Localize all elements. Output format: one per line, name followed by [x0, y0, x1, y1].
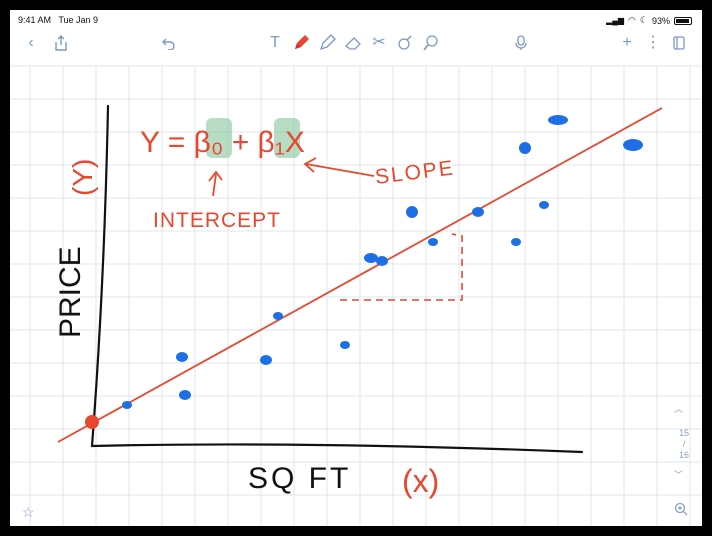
wifi-icon: ◠ — [628, 15, 636, 25]
data-point — [472, 207, 484, 217]
data-point — [176, 352, 188, 362]
signal-icon: ▂▄▆ — [606, 16, 625, 25]
scissors-icon[interactable]: ✂ — [372, 34, 386, 51]
data-point — [539, 201, 549, 209]
data-point — [376, 256, 388, 266]
page-total: 16 — [678, 450, 689, 460]
intercept-arrow — [208, 170, 223, 197]
status-date: Tue Jan 9 — [58, 15, 99, 25]
status-time-date: 9:41 AM Tue Jan 9 — [18, 15, 98, 25]
x-axis-stroke — [90, 443, 584, 454]
data-point — [260, 355, 272, 365]
battery-icon — [674, 16, 692, 25]
status-time: 9:41 AM — [18, 15, 52, 25]
eraser-icon[interactable] — [342, 33, 364, 53]
intercept-point — [85, 415, 99, 429]
image-icon[interactable] — [394, 33, 416, 53]
y-axis-variable: (Y) — [67, 159, 98, 196]
page-current: 15 — [678, 428, 689, 438]
beta0-highlight — [206, 118, 232, 158]
page-down-icon[interactable]: ﹀ — [674, 470, 684, 480]
page-up-icon[interactable]: ︿ — [674, 404, 684, 414]
slope-label: SLOPE — [374, 156, 456, 189]
chevron-left-icon[interactable]: ‹ — [28, 34, 34, 51]
data-point — [511, 238, 521, 246]
add-icon[interactable]: + — [622, 34, 632, 51]
star-icon[interactable]: ☆ — [22, 504, 35, 520]
data-point — [428, 238, 438, 246]
moon-icon: ☾ — [639, 15, 648, 25]
regression-line — [57, 107, 663, 443]
zoom-icon[interactable] — [674, 502, 688, 519]
mic-icon[interactable] — [510, 33, 532, 53]
page-indicator: 15 / 16 — [672, 428, 696, 461]
y-axis-stroke — [90, 104, 110, 448]
slope-arrow — [303, 157, 375, 177]
x-axis-variable: (x) — [402, 463, 439, 499]
slope-triangle — [340, 233, 463, 301]
pen-icon[interactable] — [290, 33, 312, 53]
x-axis-label: SQ FT — [248, 462, 351, 495]
data-point — [623, 139, 643, 151]
data-point — [340, 341, 350, 349]
notes-app-window: 9:41 AM Tue Jan 9 ▂▄▆ ◠ ☾ 93% ‹ T ✂ — [10, 10, 702, 526]
data-points — [122, 115, 643, 409]
data-point — [548, 115, 568, 125]
intercept-label: INTERCEPT — [153, 209, 281, 232]
text-icon[interactable]: T — [270, 34, 280, 51]
note-canvas[interactable]: Y = β₀ + β₁X INTERCEPT SLOPE PRICE (Y) S… — [10, 56, 702, 526]
data-point — [364, 253, 378, 263]
data-point — [179, 390, 191, 400]
equation-text: Y = β₀ + β₁X — [140, 126, 305, 159]
share-icon[interactable] — [50, 33, 72, 53]
highlighter-icon[interactable] — [316, 33, 338, 53]
pages-icon[interactable] — [668, 33, 690, 53]
data-point — [122, 401, 132, 409]
status-bar: 9:41 AM Tue Jan 9 ▂▄▆ ◠ ☾ 93% — [10, 10, 702, 30]
y-axis-label: PRICE — [54, 246, 87, 338]
beta1-highlight — [274, 118, 300, 158]
data-point — [273, 312, 283, 320]
undo-icon[interactable] — [158, 33, 180, 53]
data-point — [406, 206, 418, 218]
toolbar: ‹ T ✂ + ⋮ — [10, 30, 702, 56]
lasso-icon[interactable] — [420, 33, 442, 53]
grid-paper — [10, 65, 702, 526]
page-separator-icon: / — [682, 439, 686, 449]
more-icon[interactable]: ⋮ — [645, 34, 661, 51]
battery-percent: 93% — [651, 15, 670, 26]
status-right: ▂▄▆ ◠ ☾ 93% — [606, 15, 692, 26]
data-point — [519, 142, 531, 154]
